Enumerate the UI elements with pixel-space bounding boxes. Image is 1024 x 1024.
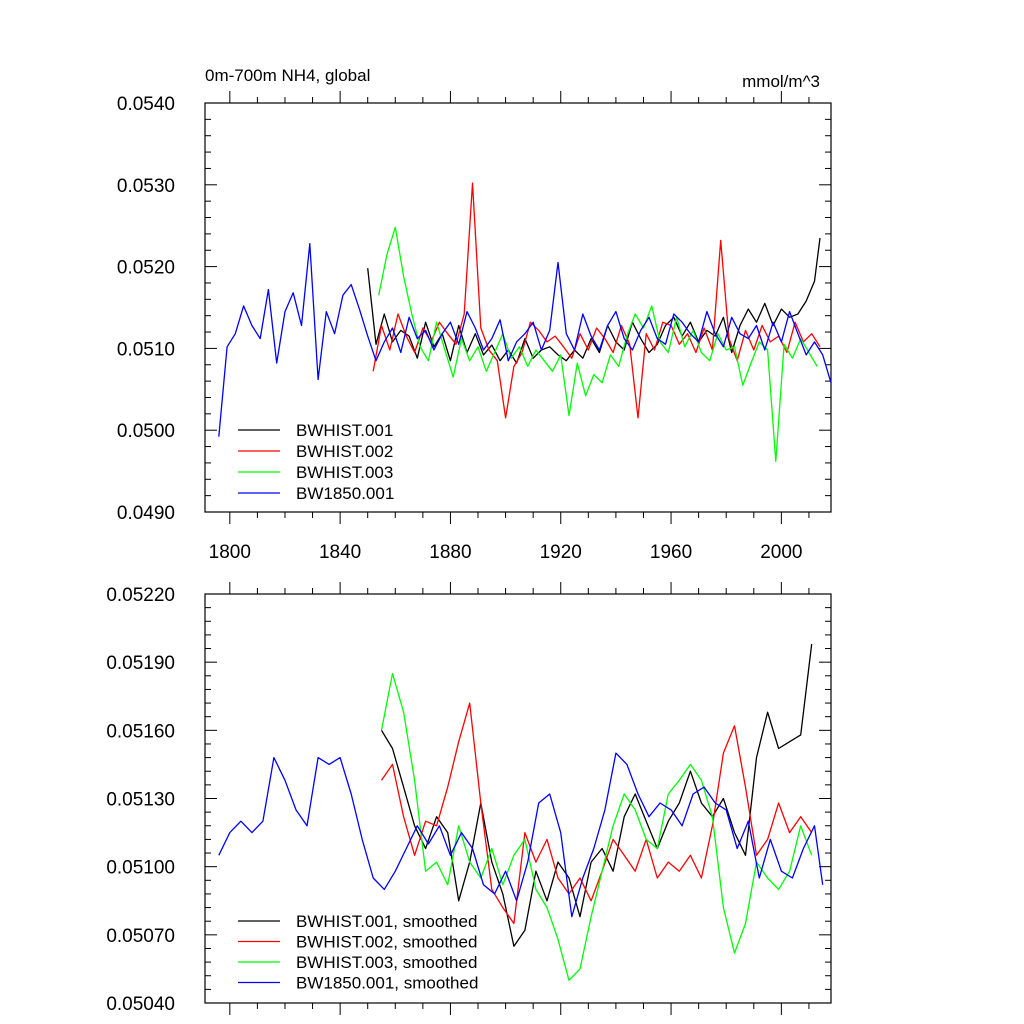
top-legend: BWHIST.001 BWHIST.002 BWHIST.003 BW1850.001 (238, 421, 394, 503)
top-plot-frame (204, 102, 832, 513)
x-tick-label: 1880 (429, 542, 471, 563)
y-tick-label: 0.05130 (106, 790, 175, 811)
legend-label-bwhist-002-smoothed: BWHIST.002, smoothed (296, 933, 477, 952)
x-tick-label: 1920 (540, 542, 582, 563)
y-tick-label: 0.0510 (117, 339, 175, 360)
series-line-bwhist-002 (372, 182, 821, 419)
top-series-group (218, 182, 832, 462)
y-tick-label: 0.0520 (117, 258, 175, 279)
bottom-panel: 0.05040 0.05070 0.05100 0.05130 0.05160 0.051… (106, 582, 832, 1015)
top-panel: 0m-700m NH4, global mmol/m^3 1800 1840 188… (117, 66, 832, 563)
series-line-bwhist-001-smoothed (380, 643, 813, 947)
y-tick-label: 0.0490 (117, 503, 175, 524)
series-line-bw1850-001 (218, 243, 832, 437)
y-tick-label: 0.05070 (106, 926, 175, 947)
legend-label-bw1850-001-smoothed: BW1850.001, smoothed (296, 974, 478, 993)
series-line-bwhist-003-smoothed (380, 672, 813, 981)
x-tick-label: 1840 (319, 542, 361, 563)
series-line-bwhist-001 (367, 237, 821, 364)
x-tick-label: 1800 (209, 542, 251, 563)
x-tick-label: 1960 (650, 542, 692, 563)
legend-label-bw1850-001: BW1850.001 (296, 484, 394, 503)
legend-label-bwhist-001: BWHIST.001 (296, 421, 393, 440)
bottom-legend: BWHIST.001, smoothed BWHIST.002, smoothed… (238, 912, 478, 993)
y-tick-label: 0.05190 (106, 653, 175, 674)
legend-label-bwhist-003: BWHIST.003 (296, 463, 393, 482)
y-tick-label: 0.05040 (106, 994, 175, 1015)
top-chart-units: mmol/m^3 (742, 72, 820, 91)
y-tick-label: 0.0500 (117, 421, 175, 442)
y-tick-label: 0.0530 (117, 176, 175, 197)
series-line-bw1850-001-smoothed (218, 752, 824, 918)
x-tick-label: 2000 (760, 542, 802, 563)
legend-label-bwhist-003-smoothed: BWHIST.003, smoothed (296, 953, 477, 972)
bottom-series-group (218, 643, 824, 981)
y-tick-label: 0.05100 (106, 858, 175, 879)
y-tick-label: 0.05220 (106, 585, 175, 606)
series-line-bwhist-003 (378, 226, 818, 462)
series-line-bwhist-002-smoothed (380, 702, 813, 925)
top-axis-ticks: 1800 1840 1880 1920 1960 2000 0.0490 0.0500 0.05… (117, 91, 831, 563)
legend-label-bwhist-002: BWHIST.002 (296, 442, 393, 461)
y-tick-label: 0.05160 (106, 721, 175, 742)
top-chart-title: 0m-700m NH4, global (205, 66, 370, 85)
legend-label-bwhist-001-smoothed: BWHIST.001, smoothed (296, 912, 477, 931)
bottom-axis-ticks: 0.05040 0.05070 0.05100 0.05130 0.05160 0.051… (106, 582, 831, 1015)
y-tick-label: 0.0540 (117, 94, 175, 115)
